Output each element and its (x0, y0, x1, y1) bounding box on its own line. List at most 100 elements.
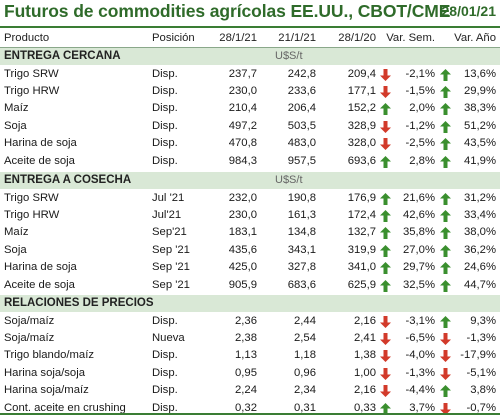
section-unit: U$S/t (275, 174, 303, 186)
value-28-1-21: 0,95 (235, 366, 257, 379)
arrow-up-icon (380, 244, 391, 260)
var-year-value: 41,9% (463, 154, 496, 167)
value-21-1-21: 683,6 (287, 278, 316, 291)
arrow-up-icon (440, 244, 451, 260)
value-28-1-21: 237,7 (228, 67, 257, 80)
arrow-up-icon (440, 192, 451, 208)
value-28-1-20: 152,2 (347, 102, 376, 115)
position-cell: Sep '21 (152, 261, 190, 274)
value-28-1-21: 425,0 (228, 261, 257, 274)
value-28-1-21: 2,38 (235, 331, 257, 344)
position-cell: Disp. (152, 137, 178, 150)
header-col3: 28/1/20 (338, 32, 376, 44)
position-cell: Nueva (152, 331, 185, 344)
table-row: Trigo HRW Jul'21 230,0 161,3 172,4 42,6% 33,4% (0, 207, 500, 224)
table-row: Soja Sep '21 435,6 343,1 319,9 27,0% 36,2% (0, 242, 500, 259)
product-cell: Cont. aceite en crushing (4, 401, 126, 414)
position-cell: Disp. (152, 102, 178, 115)
value-28-1-21: 497,2 (228, 119, 257, 132)
arrow-down-icon (380, 367, 391, 383)
position-cell: Sep '21 (152, 243, 190, 256)
arrow-down-icon (440, 350, 451, 365)
var-year-value: 36,2% (463, 243, 496, 256)
product-cell: Soja/maíz (4, 331, 55, 344)
value-28-1-20: 1,00 (354, 366, 376, 379)
arrow-up-icon (380, 192, 391, 208)
arrow-up-icon (440, 385, 451, 400)
position-cell: Disp. (152, 366, 178, 379)
value-28-1-21: 210,4 (228, 102, 257, 115)
value-21-1-21: 1,18 (294, 349, 316, 362)
var-week-value: -1,3% (405, 366, 435, 379)
product-cell: Soja (4, 119, 27, 132)
arrow-down-icon (380, 120, 391, 136)
value-28-1-20: 2,41 (354, 331, 376, 344)
arrow-up-icon (380, 262, 391, 277)
var-year-value: -0,7% (466, 401, 496, 414)
title-divider (0, 26, 500, 28)
table-row: Maíz Sep'21 183,1 134,8 132,7 35,8% 38,0% (0, 224, 500, 241)
var-year-value: 29,9% (463, 84, 496, 97)
value-21-1-21: 0,31 (294, 401, 316, 414)
product-cell: Harina soja/soja (4, 366, 86, 379)
header-position: Posición (152, 32, 195, 44)
value-28-1-20: 2,16 (354, 314, 376, 327)
var-year-value: 44,7% (463, 278, 496, 291)
value-28-1-21: 2,36 (235, 314, 257, 327)
product-cell: Trigo HRW (4, 208, 60, 221)
var-year-value: 3,8% (470, 384, 496, 397)
product-cell: Trigo HRW (4, 84, 60, 97)
value-21-1-21: 233,6 (287, 84, 316, 97)
value-28-1-21: 1,13 (235, 349, 257, 362)
value-28-1-21: 230,0 (228, 84, 257, 97)
table-row: Aceite de soja Sep '21 905,9 683,6 625,9 32,5… (0, 277, 500, 294)
value-21-1-21: 190,8 (287, 191, 316, 204)
var-week-value: 2,0% (409, 102, 435, 115)
position-cell: Jul '21 (152, 191, 185, 204)
product-cell: Harina de soja (4, 261, 77, 274)
var-week-value: 27,0% (402, 243, 435, 256)
position-cell: Disp. (152, 349, 178, 362)
section-title: ENTREGA A COSECHA (4, 174, 132, 186)
arrow-up-icon (440, 68, 451, 84)
var-week-value: 32,5% (402, 278, 435, 291)
table-row: Soja/maíz Nueva 2,38 2,54 2,41 -6,5% -1,3% (0, 330, 500, 347)
value-21-1-21: 483,0 (287, 137, 316, 150)
var-year-value: 31,2% (463, 191, 496, 204)
value-21-1-21: 134,8 (287, 226, 316, 239)
value-28-1-20: 209,4 (347, 67, 376, 80)
value-21-1-21: 161,3 (287, 208, 316, 221)
product-cell: Trigo SRW (4, 67, 59, 80)
arrow-up-icon (440, 262, 451, 277)
var-year-value: 43,5% (463, 137, 496, 150)
page-title: Futuros de commodities agrícolas EE.UU.,… (4, 1, 451, 21)
value-28-1-20: 693,6 (347, 154, 376, 167)
var-week-value: 21,6% (402, 191, 435, 204)
table-row: Trigo HRW Disp. 230,0 233,6 177,1 -1,5% 29,9% (0, 83, 500, 100)
var-year-value: 33,4% (463, 208, 496, 221)
table-row: Aceite de soja Disp. 984,3 957,5 693,6 2,8% 41… (0, 153, 500, 170)
section-title: ENTREGA CERCANA (4, 50, 121, 62)
table-row: Trigo blando/maíz Disp. 1,13 1,18 1,38 -4,0% -… (0, 347, 500, 364)
table-row: Harina soja/soja Disp. 0,95 0,96 1,00 -1,3% -5… (0, 365, 500, 382)
arrow-up-icon (440, 155, 451, 171)
arrow-up-icon (440, 85, 451, 101)
value-21-1-21: 206,4 (287, 102, 316, 115)
value-28-1-21: 470,8 (228, 137, 257, 150)
var-week-value: 35,8% (402, 226, 435, 239)
value-28-1-20: 2,16 (354, 384, 376, 397)
section-title: RELACIONES DE PRECIOS (4, 297, 154, 309)
position-cell: Disp. (152, 84, 178, 97)
value-21-1-21: 503,5 (287, 119, 316, 132)
var-week-value: 42,6% (402, 208, 435, 221)
position-cell: Disp. (152, 401, 178, 414)
header-var-week: Var. Sem. (386, 32, 435, 44)
product-cell: Trigo blando/maíz (4, 349, 94, 362)
product-cell: Maíz (4, 102, 29, 115)
product-cell: Maíz (4, 226, 29, 239)
value-28-1-20: 319,9 (347, 243, 376, 256)
value-28-1-21: 435,6 (228, 243, 257, 256)
var-year-value: 51,2% (463, 119, 496, 132)
arrow-up-icon (380, 402, 391, 415)
arrow-up-icon (440, 120, 451, 136)
